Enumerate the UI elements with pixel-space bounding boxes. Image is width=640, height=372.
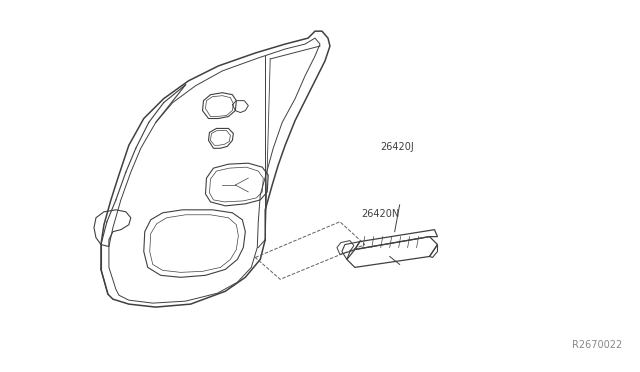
Text: R2670022: R2670022: [572, 340, 623, 350]
Text: 26420N: 26420N: [362, 209, 399, 219]
Text: 26420J: 26420J: [381, 142, 414, 152]
